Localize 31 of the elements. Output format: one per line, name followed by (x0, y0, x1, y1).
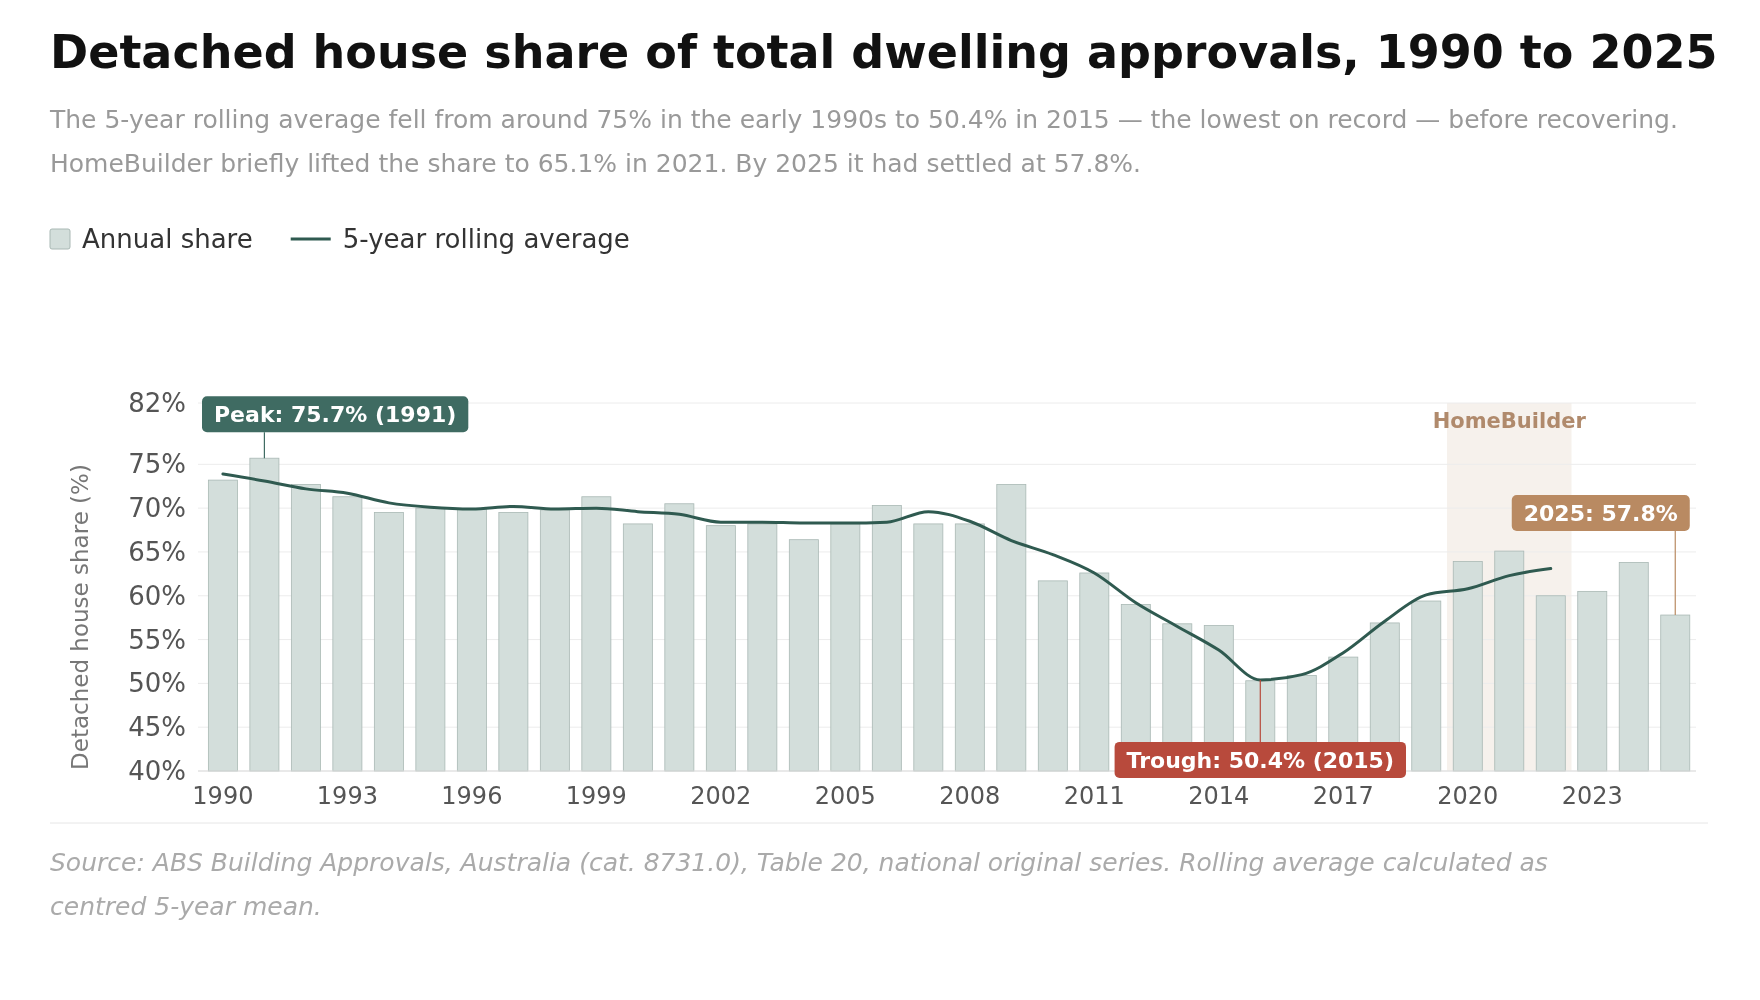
y-tick-label: 82% (128, 388, 186, 418)
y-axis-title: Detached house share (%) (67, 464, 93, 770)
source-note: Source: ABS Building Approvals, Australia (cat. 8731.0), Table 20, national original series. Rolling average calculated as centred 5-year mean. (50, 848, 1548, 921)
x-tick-label: 2023 (1561, 782, 1623, 810)
legend-label: Annual share (82, 224, 253, 254)
legend-label: 5-year rolling average (342, 224, 630, 254)
y-tick-label: 70% (128, 493, 186, 524)
x-tick-label: 2005 (814, 782, 876, 810)
annotation: Peak: 75.7% (1991) (214, 402, 457, 428)
y-tick-label: 55% (128, 624, 186, 655)
y-tick-label: 50% (128, 668, 186, 699)
y-tick-label: 45% (128, 712, 186, 743)
x-tick-label: 1990 (192, 782, 254, 810)
x-tick-label: 2008 (939, 782, 1001, 810)
y-tick-label: 60% (128, 580, 186, 611)
annotation: 2025: 57.8% (1523, 501, 1678, 527)
band-label: HomeBuilder (1432, 409, 1587, 433)
y-tick-label: 40% (128, 756, 186, 786)
x-tick-label: 2017 (1312, 782, 1374, 810)
y-tick-label: 75% (128, 449, 186, 480)
x-tick-label: 2011 (1063, 782, 1125, 810)
x-tick-label: 1996 (441, 782, 503, 810)
annotation: Trough: 50.4% (2015) (1126, 747, 1394, 773)
x-tick-label: 2002 (690, 782, 752, 810)
chart-title: Detached house share of total dwelling approvals, 1990 to 2025 (50, 25, 1718, 79)
x-tick-label: 2014 (1188, 782, 1250, 810)
x-tick-label: 1993 (316, 782, 378, 810)
y-tick-label: 65% (128, 536, 186, 567)
x-tick-label: 1999 (565, 782, 627, 810)
x-tick-label: 2020 (1437, 782, 1499, 810)
chart-subtitle: The 5-year rolling average fell from around 75% in the early 1990s to 50.4% in 2015 — the lowest on record — before recovering. HomeBuilder briefly lifted the share to 65.1% in 2021. By 2025 it had settled at 57.8%. (49, 105, 1678, 178)
